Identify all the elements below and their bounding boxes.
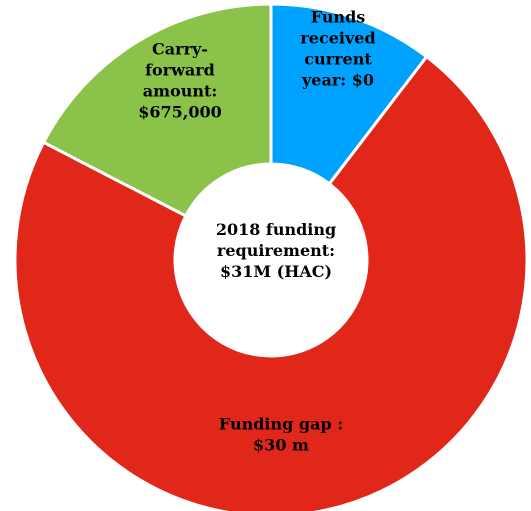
slice-label-1: Funding gap : $30 m [219, 415, 343, 455]
slice-label-2-line-1: forward [145, 61, 215, 80]
slice-label-1-line-1: $30 m [253, 436, 309, 455]
donut-slice-0 [269, 2, 429, 186]
slice-label-1-line-0: Funding gap : [219, 415, 343, 434]
donut-slices [13, 2, 529, 511]
slice-label-2-line-2: amount: [143, 82, 218, 101]
center-label-line-2: $31M (HAC) [220, 262, 332, 281]
slice-label-0-line-3: year: $0 [301, 71, 374, 90]
slice-label-0-line-0: Funds [311, 8, 366, 27]
donut-slice-2 [41, 2, 273, 218]
slice-label-0: Funds received current year: $0 [300, 8, 375, 90]
slice-label-0-line-1: received [300, 29, 375, 48]
center-label-line-1: requirement: [217, 241, 335, 260]
slice-label-0-line-2: current [304, 50, 372, 69]
center-label-line-0: 2018 funding [216, 220, 336, 239]
slice-label-2-line-0: Carry- [152, 40, 208, 59]
slice-label-2: Carry-forward amount: $675,000 [138, 40, 222, 122]
donut-slice-labels: Funds received current year: $0 Funding gap … [138, 8, 375, 455]
slice-label-2-line-3: $675,000 [138, 103, 222, 122]
center-label: 2018 funding requirement: $31M (HAC) [216, 220, 336, 281]
donut-slice-1 [13, 54, 529, 511]
